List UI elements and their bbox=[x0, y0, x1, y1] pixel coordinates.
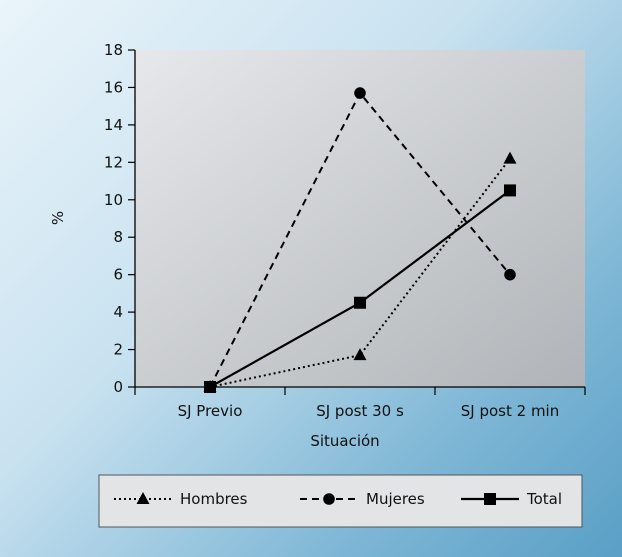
legend-label-mujeres: Mujeres bbox=[366, 490, 425, 508]
data-point-hombres bbox=[353, 348, 367, 361]
x-axis-title: Situación bbox=[310, 432, 379, 450]
series-total bbox=[204, 184, 516, 393]
x-tick-label: SJ Previo bbox=[178, 402, 243, 420]
y-tick-label: 12 bbox=[104, 153, 123, 171]
x-axis: SJ Previo SJ post 30 s SJ post 2 min bbox=[134, 386, 586, 420]
data-point-hombres bbox=[503, 151, 517, 164]
legend-label-hombres: Hombres bbox=[180, 490, 248, 508]
series-line-hombres bbox=[209, 157, 511, 388]
y-axis: 0 2 4 6 8 10 12 14 16 18 bbox=[104, 41, 136, 396]
data-point-mujeres bbox=[504, 268, 516, 281]
legend-label-total: Total bbox=[526, 490, 562, 508]
plot-area bbox=[135, 50, 585, 387]
data-point-total bbox=[504, 184, 516, 197]
x-tick-label: SJ post 30 s bbox=[316, 402, 404, 420]
legend-box bbox=[98, 474, 583, 528]
legend-item-hombres: Hombres bbox=[114, 490, 248, 508]
y-tick-label: 14 bbox=[104, 116, 123, 134]
legend: Hombres Mujeres Total bbox=[98, 474, 583, 528]
data-point-total bbox=[354, 296, 366, 309]
y-tick-label: 8 bbox=[113, 228, 123, 246]
legend-marker-mujeres bbox=[323, 493, 335, 505]
data-point-mujeres bbox=[354, 87, 366, 99]
legend-marker-total bbox=[484, 493, 496, 505]
y-tick-label: 16 bbox=[104, 78, 123, 96]
y-tick-label: 6 bbox=[113, 266, 123, 284]
y-tick-label: 4 bbox=[113, 303, 123, 321]
series-layer bbox=[203, 87, 517, 393]
data-point-total bbox=[204, 381, 216, 393]
y-tick-label: 2 bbox=[113, 341, 123, 359]
legend-marker-hombres bbox=[136, 492, 150, 504]
y-tick-label: 0 bbox=[113, 378, 123, 396]
y-tick-label: 10 bbox=[104, 191, 123, 209]
x-tick-label: SJ post 2 min bbox=[461, 402, 559, 420]
legend-item-mujeres: Mujeres bbox=[300, 490, 425, 508]
legend-item-total: Total bbox=[461, 490, 562, 508]
y-axis-title: % bbox=[49, 211, 67, 225]
y-tick-label: 18 bbox=[104, 41, 123, 59]
